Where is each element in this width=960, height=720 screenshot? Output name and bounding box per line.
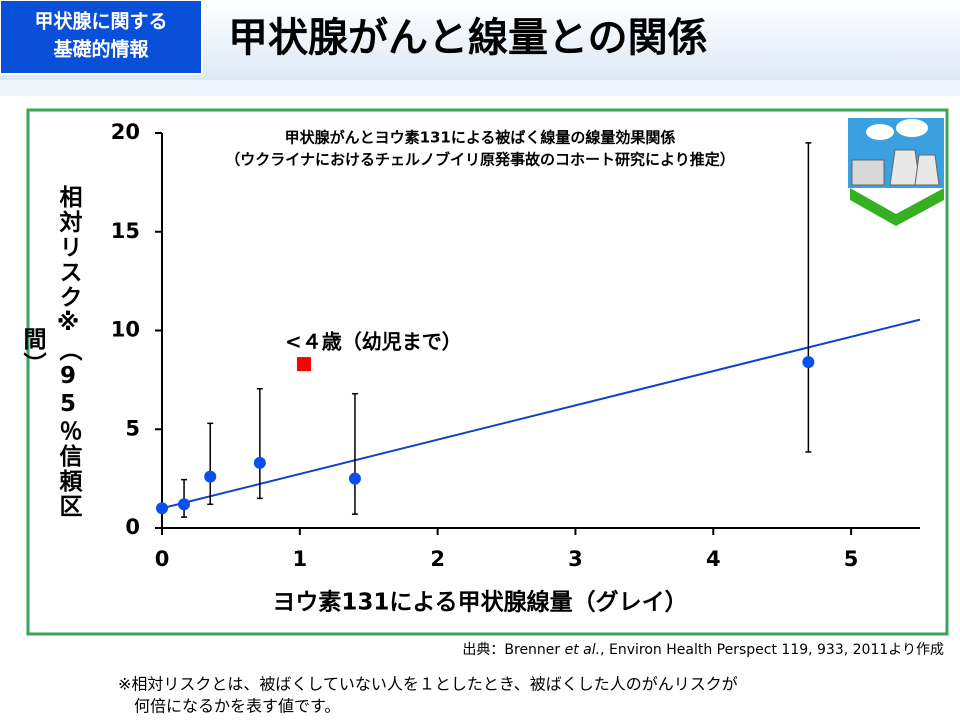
chart-title: 甲状腺がんとヨウ素131による被ばく線量の線量効果関係 <box>285 129 676 147</box>
icon-building <box>851 159 885 186</box>
annotation: <４歳（幼児まで） <box>285 330 462 354</box>
y-tick-label: 20 <box>111 120 140 144</box>
point <box>348 472 361 485</box>
x-tick-label: 0 <box>155 547 170 571</box>
icon-tower <box>889 149 921 186</box>
page-title: 甲状腺がんと線量との関係 <box>228 15 708 61</box>
x-tick-label: 3 <box>568 547 583 571</box>
chart-frame <box>26 108 949 636</box>
source-part: et al. <box>565 642 600 658</box>
point <box>178 498 191 511</box>
source-part: 出典：Brenner <box>462 642 564 658</box>
y-tick-label: 0 <box>125 515 140 539</box>
badge-line: 甲状腺に関する <box>34 10 167 33</box>
point <box>204 470 217 483</box>
footnote: ※相対リスクとは、被ばくしていない人を１としたとき、被ばくした人のがんリスクが <box>118 675 738 694</box>
source-part: , Environ Health Perspect 119, 933, 2011… <box>600 642 944 658</box>
header-shadow <box>0 80 960 96</box>
icon-check <box>850 188 944 226</box>
icon-cloud <box>866 124 894 140</box>
point <box>802 356 815 369</box>
icon-cloud <box>896 119 928 137</box>
y-tick-label: 10 <box>111 318 140 342</box>
fit-line <box>161 318 921 510</box>
y-axis-label: 相対リスク※（95％信頼区間） <box>19 185 81 519</box>
badge-line: 基礎的情報 <box>52 38 149 61</box>
point <box>156 502 168 515</box>
chart-subtitle: （ウクライナにおけるチェルノブイリ原発事故のコホート研究により推定） <box>225 151 734 169</box>
y-tick-label: 5 <box>125 416 140 440</box>
y-tick-label: 15 <box>111 219 140 243</box>
point <box>296 357 311 372</box>
point <box>253 456 266 469</box>
x-tick-label: 4 <box>706 547 721 571</box>
source: 出典：Brenner et al., Environ Health Perspe… <box>462 642 944 658</box>
icon <box>848 118 944 226</box>
footnote: 何倍になるかを表す値です。 <box>134 697 340 716</box>
icon-tower <box>914 154 940 186</box>
x-axis-label: ヨウ素131による甲状腺線量（グレイ） <box>272 589 687 616</box>
badge <box>0 0 203 75</box>
x-tick-label: 2 <box>430 547 445 571</box>
x-tick-label: 5 <box>844 547 859 571</box>
x-tick-label: 1 <box>293 547 308 571</box>
